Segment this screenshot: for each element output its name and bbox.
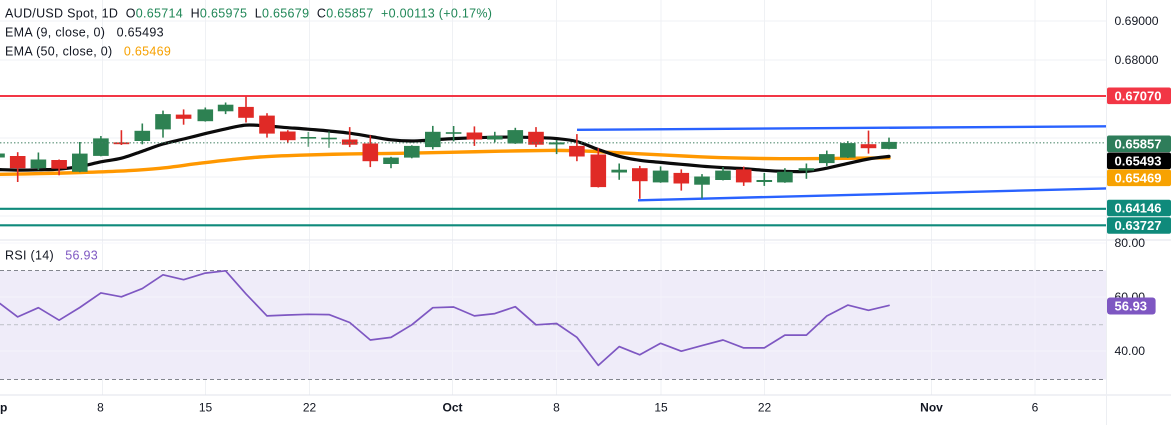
svg-text:22: 22 — [303, 401, 317, 415]
svg-text:8: 8 — [97, 401, 104, 415]
svg-text:0.65493: 0.65493 — [1115, 153, 1162, 168]
svg-text:80.00: 80.00 — [1115, 236, 1146, 250]
svg-text:15: 15 — [654, 401, 668, 415]
svg-text:0.65857: 0.65857 — [1115, 136, 1162, 151]
svg-text:56.93: 56.93 — [1115, 299, 1148, 314]
svg-text:0.68000: 0.68000 — [1115, 53, 1159, 67]
svg-text:RSI (14) 56.93: RSI (14) 56.93 — [5, 249, 98, 263]
svg-text:EMA (50, close, 0) 0.65469: EMA (50, close, 0) 0.65469 — [5, 45, 171, 59]
svg-text:p: p — [0, 401, 7, 415]
svg-text:AUD/USD Spot, 1D O0.65714 H0: AUD/USD Spot, 1D O0.65714 H0.65975 L0.65… — [5, 7, 492, 21]
svg-text:22: 22 — [758, 401, 772, 415]
svg-text:15: 15 — [199, 401, 213, 415]
svg-text:0.63727: 0.63727 — [1115, 218, 1162, 233]
svg-text:0.64146: 0.64146 — [1115, 201, 1162, 216]
svg-text:6: 6 — [1032, 401, 1039, 415]
svg-text:0.65469: 0.65469 — [1115, 170, 1162, 185]
svg-text:EMA (9, close, 0) 0.65493: EMA (9, close, 0) 0.65493 — [5, 26, 164, 40]
svg-text:0.67070: 0.67070 — [1115, 88, 1162, 103]
svg-text:40.00: 40.00 — [1115, 344, 1146, 358]
svg-text:0.69000: 0.69000 — [1115, 14, 1159, 28]
svg-text:Oct: Oct — [442, 401, 462, 415]
svg-text:8: 8 — [553, 401, 560, 415]
svg-text:Nov: Nov — [920, 401, 943, 415]
